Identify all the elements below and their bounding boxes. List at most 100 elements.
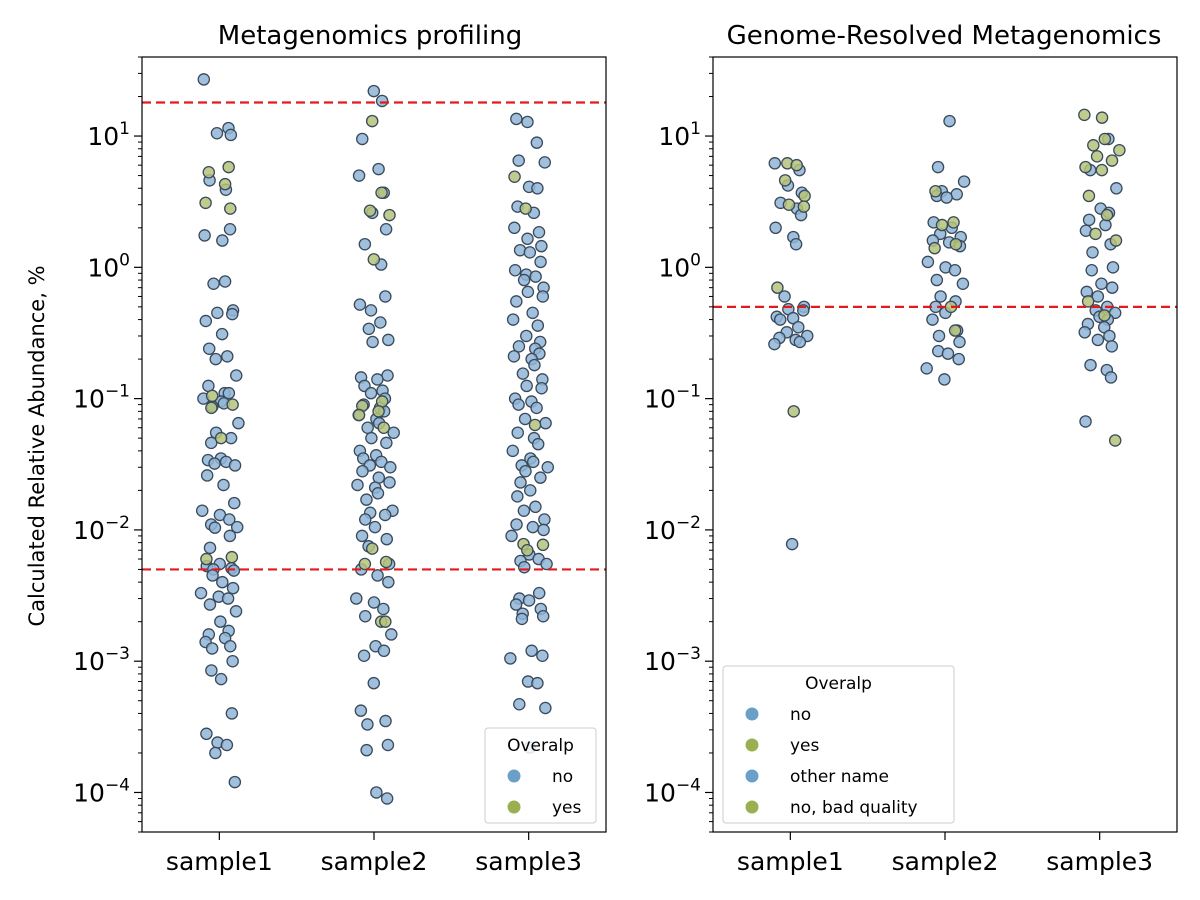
data-point-yes xyxy=(379,555,393,569)
data-point-no xyxy=(517,273,531,287)
data-point-yes xyxy=(519,202,532,215)
data-point-no xyxy=(355,529,369,543)
data-point-no xyxy=(518,412,532,426)
data-point-no xyxy=(508,221,521,235)
y-tick-label: 10−2 xyxy=(73,513,130,545)
data-point-no xyxy=(367,676,381,690)
data-point-no xyxy=(357,649,371,663)
data-point-no xyxy=(356,132,369,146)
data-point-no xyxy=(950,188,963,201)
data-point-no xyxy=(223,513,236,526)
data-point-no xyxy=(510,112,523,126)
y-tick-label: 101 xyxy=(87,119,130,151)
y-tick-label: 100 xyxy=(658,250,701,282)
data-point-yes xyxy=(363,204,377,217)
data-point-no xyxy=(350,592,363,605)
data-point-yes xyxy=(1098,132,1112,146)
data-point-no xyxy=(387,426,400,439)
data-point-no xyxy=(525,644,538,658)
y-tick-label: 10−1 xyxy=(644,382,701,414)
data-point-no xyxy=(512,340,526,353)
data-point-no xyxy=(358,237,372,251)
data-point-yes xyxy=(218,177,232,191)
data-point-no xyxy=(513,697,526,711)
data-point-no xyxy=(952,352,965,366)
data-point-no xyxy=(361,718,374,731)
data-point-no xyxy=(214,672,228,686)
data-point-no xyxy=(375,455,388,469)
data-point-no xyxy=(365,431,378,445)
data-point-no xyxy=(361,421,374,434)
data-point-no xyxy=(364,386,378,400)
data-point-no xyxy=(366,335,379,349)
data-point-no xyxy=(206,569,219,582)
legend-marker xyxy=(745,800,759,814)
data-point-no xyxy=(1082,213,1096,227)
data-point-no xyxy=(353,298,367,311)
data-point-no xyxy=(223,223,237,236)
data-point-no xyxy=(226,654,239,668)
data-point-no xyxy=(778,290,791,303)
data-point-no xyxy=(769,221,782,235)
legend-label: other name xyxy=(790,767,889,787)
legend-label: no xyxy=(552,767,573,787)
data-point-no xyxy=(210,127,224,140)
data-point-yes xyxy=(225,550,239,564)
data-point-no xyxy=(521,232,534,246)
data-point-no xyxy=(198,229,211,242)
data-point-no xyxy=(531,676,544,690)
data-point-no xyxy=(207,277,220,290)
data-point-no xyxy=(510,518,523,531)
legend-title: Overalp xyxy=(805,674,872,694)
data-point-no xyxy=(507,350,521,363)
data-point-yes xyxy=(929,184,942,198)
legend-label: no xyxy=(790,705,811,725)
data-point-no xyxy=(931,160,945,174)
data-point-no xyxy=(535,381,548,395)
data-point-no xyxy=(379,223,393,236)
data-point-no xyxy=(226,581,240,595)
data-point-yes xyxy=(1090,150,1104,163)
data-point-yes xyxy=(1078,108,1091,122)
y-tick-label: 10−2 xyxy=(644,513,701,545)
data-point-no xyxy=(792,320,805,334)
data-point-no xyxy=(531,437,545,451)
data-point-no xyxy=(956,277,970,290)
data-point-no xyxy=(531,319,545,332)
data-point-no xyxy=(540,557,553,571)
data-point-yes xyxy=(798,189,811,203)
x-tick-label: sample1 xyxy=(737,847,844,876)
data-point-no xyxy=(930,273,944,287)
data-point-yes xyxy=(1113,143,1126,157)
y-tick-label: 101 xyxy=(658,119,701,151)
data-point-no xyxy=(221,592,235,605)
data-point-no xyxy=(536,609,550,623)
data-point-no xyxy=(227,564,241,577)
data-point-no xyxy=(1079,415,1092,428)
data-point-no xyxy=(957,175,971,188)
data-point-no xyxy=(229,605,243,618)
data-point-yes xyxy=(358,557,372,571)
data-point-yes xyxy=(214,431,228,445)
data-point-yes xyxy=(508,170,521,183)
data-point-no xyxy=(541,461,555,474)
data-point-yes xyxy=(528,418,542,432)
data-point-no xyxy=(529,500,542,514)
data-point-no xyxy=(224,128,238,142)
data-point-no xyxy=(523,246,537,259)
legend-marker xyxy=(507,800,521,814)
data-point-no xyxy=(208,521,222,534)
data-point-yes xyxy=(1100,208,1114,222)
x-tick-label: sample2 xyxy=(892,847,999,876)
data-point-no xyxy=(524,484,537,497)
data-point-no xyxy=(538,513,551,526)
data-point-no xyxy=(367,84,381,98)
data-point-no xyxy=(224,639,237,653)
data-point-no xyxy=(379,290,392,303)
data-point-no xyxy=(367,596,381,609)
data-point-no xyxy=(535,239,548,253)
data-point-no xyxy=(532,586,546,600)
data-point-no xyxy=(223,529,237,543)
data-point-no xyxy=(195,504,209,517)
